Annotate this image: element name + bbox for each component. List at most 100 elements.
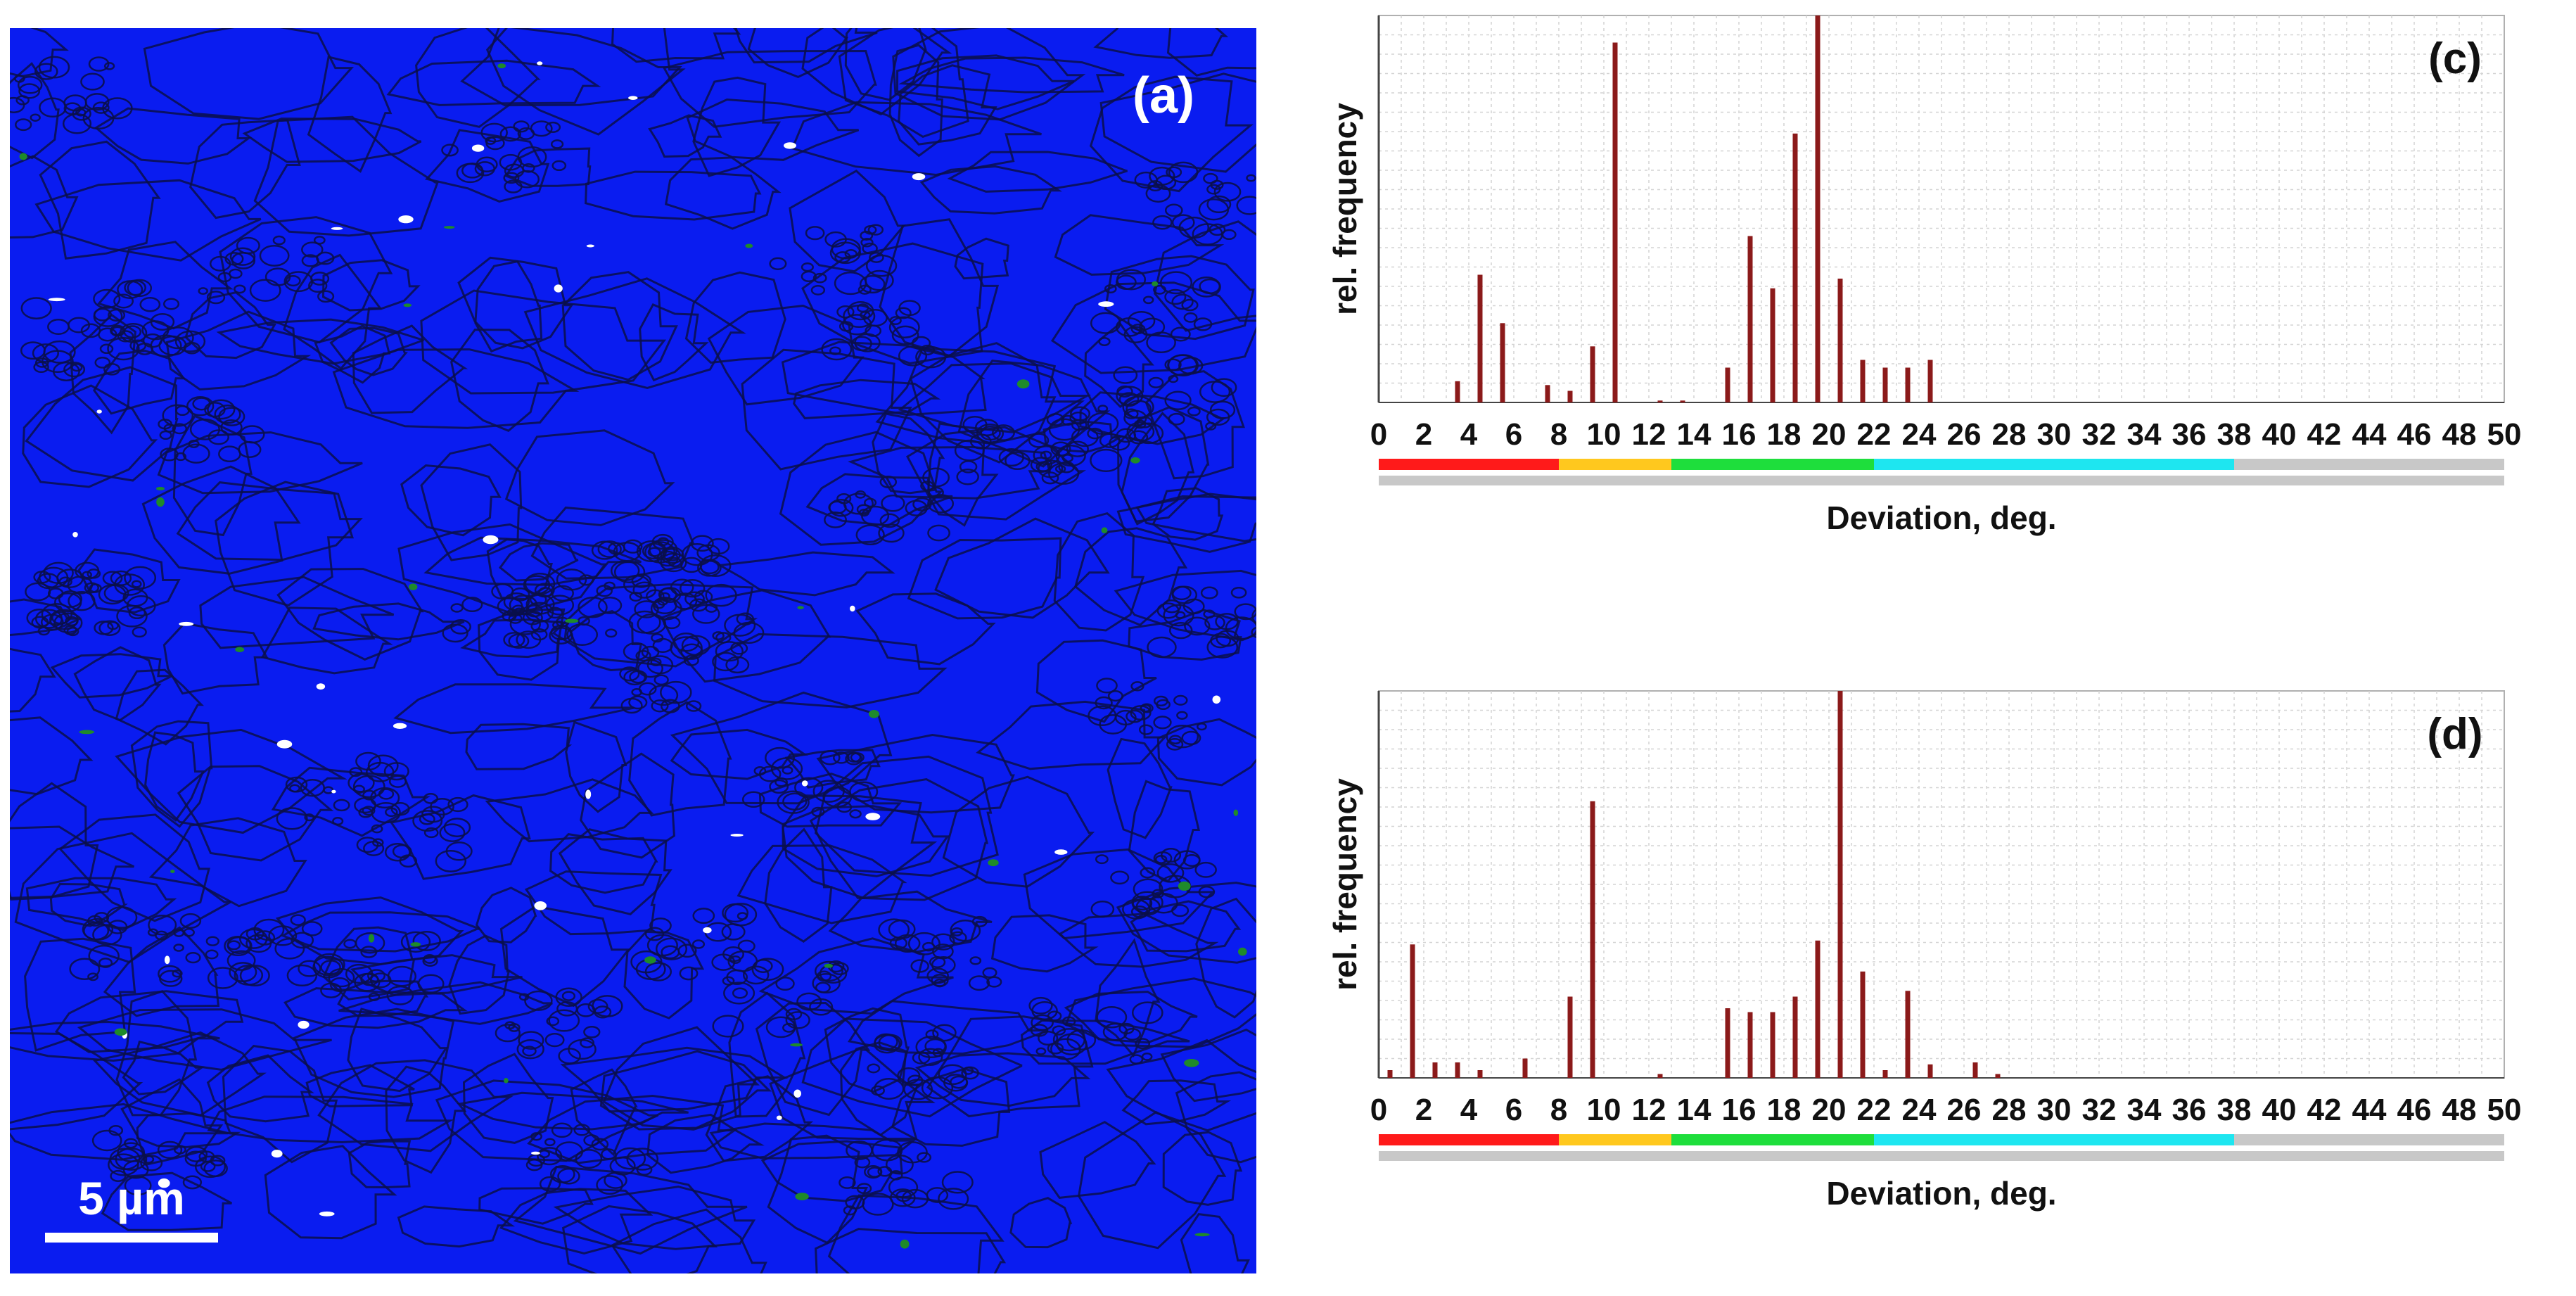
grain-boundary [184, 291, 276, 360]
fine-grain-boundary [349, 767, 363, 777]
fine-grain-boundary [129, 339, 147, 352]
fine-grain-boundary [777, 790, 810, 814]
fine-grain-boundary [246, 934, 272, 953]
fine-grain-boundary [657, 537, 670, 547]
histogram-bar [1500, 323, 1505, 403]
color-scale-segment [1874, 1134, 2234, 1145]
grain-boundary [424, 129, 550, 203]
fine-grain-boundary [1147, 636, 1177, 659]
fine-grain-boundary [578, 574, 594, 586]
fine-grain-boundary [810, 284, 826, 296]
grain-boundaries [0, 0, 1330, 1296]
fine-grain-boundary [1133, 422, 1164, 445]
grain-boundary [565, 720, 627, 813]
green-phase-particle [644, 956, 656, 964]
x-tick-label: 4 [1460, 417, 1478, 452]
grain-boundary [148, 817, 307, 908]
fine-grain-boundary [234, 284, 246, 294]
grain-boundary [478, 1187, 594, 1225]
green-phase-particle [1016, 379, 1030, 389]
fine-grain-boundary [604, 581, 616, 590]
fine-grain-boundary [782, 792, 808, 811]
x-tick-label: 48 [2442, 417, 2477, 452]
histogram-bar [1612, 42, 1618, 402]
fine-grain-boundary [831, 962, 849, 976]
fine-grain-boundary [360, 946, 378, 958]
fine-grain-boundary [980, 425, 1001, 441]
grain-boundary [77, 548, 181, 614]
white-phase-particle [271, 1150, 283, 1158]
fine-grain-boundary [205, 949, 219, 960]
bars [1455, 15, 1933, 403]
fine-grain-boundary [1130, 905, 1149, 918]
grain-boundary [1162, 1131, 1243, 1206]
x-tick-label: 40 [2262, 1093, 2297, 1127]
fine-grain-boundary [53, 612, 83, 633]
white-phase-particle [1098, 301, 1114, 307]
fine-grain-boundary [412, 930, 441, 951]
fine-grain-boundary [918, 1048, 943, 1066]
x-tick-label: 12 [1632, 417, 1666, 452]
grain-boundary [549, 832, 658, 894]
fine-grain-boundary [84, 93, 110, 111]
fine-grain-boundary [921, 1076, 954, 1100]
grain-boundary [499, 1188, 653, 1254]
fine-grain-boundary [34, 63, 58, 80]
fine-grain-boundary [1164, 203, 1183, 217]
grain-boundary [206, 1054, 314, 1123]
color-scale-segment [1559, 1134, 1671, 1145]
grain-boundary [177, 765, 334, 862]
fine-grain-boundary [1145, 184, 1171, 203]
grain-boundary [314, 324, 391, 384]
grain-boundary [781, 341, 987, 417]
x-tick-label: 8 [1550, 1093, 1567, 1127]
fine-grain-boundary [317, 290, 335, 303]
grain-boundary [504, 147, 592, 187]
fine-grain-boundary [641, 645, 660, 659]
fine-grain-boundary [91, 1129, 122, 1152]
fine-grain-boundary [173, 929, 185, 937]
fine-grain-boundary [927, 524, 950, 542]
fine-grain-boundary [185, 1145, 208, 1162]
grain-boundary [350, 954, 523, 996]
histogram-c-svg: 0 2 4 6 8 10 12 14 16 18 20 22 24 26 28 30 32 34 36 38 40 42 4… [1327, 15, 2521, 536]
fine-grain-boundary [1047, 1042, 1064, 1055]
histogram-d: 0 2 4 6 8 10 12 14 16 18 20 22 24 26 28 30 32 34 36 38 40 42 4… [1322, 675, 2576, 1224]
fine-grain-boundary [796, 992, 822, 1011]
histogram-bar [1657, 1074, 1663, 1078]
fine-grain-boundary [711, 953, 736, 971]
panel-label: (c) [2428, 34, 2482, 83]
fine-grain-boundary [115, 1148, 148, 1171]
x-tick-label: 16 [1722, 417, 1756, 452]
histogram-bar [1590, 801, 1595, 1079]
fine-grain-boundary [179, 913, 202, 929]
fine-grain-boundary [998, 448, 1024, 467]
fine-grain-boundary [1116, 269, 1147, 291]
grain-boundary [662, 49, 877, 128]
histogram-bar [1927, 1064, 1933, 1079]
grain-boundary [527, 1094, 738, 1164]
histogram-bar [1567, 996, 1573, 1078]
x-tick-label: 44 [2352, 1093, 2387, 1127]
fine-grain-boundary [950, 919, 981, 942]
fine-grain-boundary [642, 542, 665, 560]
x-tick-label: 24 [1902, 1093, 1937, 1127]
fine-grain-boundary [140, 1155, 163, 1171]
fine-grain-boundary [1162, 599, 1182, 614]
fine-grain-boundary [442, 623, 468, 643]
fine-grain-boundary [644, 541, 676, 564]
fine-grain-boundary [124, 1138, 138, 1149]
fine-grain-boundary [968, 975, 990, 991]
fine-grain-boundary [1140, 703, 1154, 713]
grain-boundary [0, 645, 56, 713]
green-phase-particle [824, 963, 833, 968]
histogram-bar [1455, 1062, 1460, 1078]
x-tick-label: 2 [1415, 1093, 1432, 1127]
x-tick-label: 0 [1370, 1093, 1387, 1127]
fine-grain-boundary [878, 523, 905, 543]
grain-boundary [307, 56, 393, 173]
histogram-bar [1972, 1062, 1978, 1078]
white-phase-particle [703, 927, 712, 934]
grain-boundary [321, 259, 421, 312]
fine-grain-boundary [514, 170, 540, 189]
